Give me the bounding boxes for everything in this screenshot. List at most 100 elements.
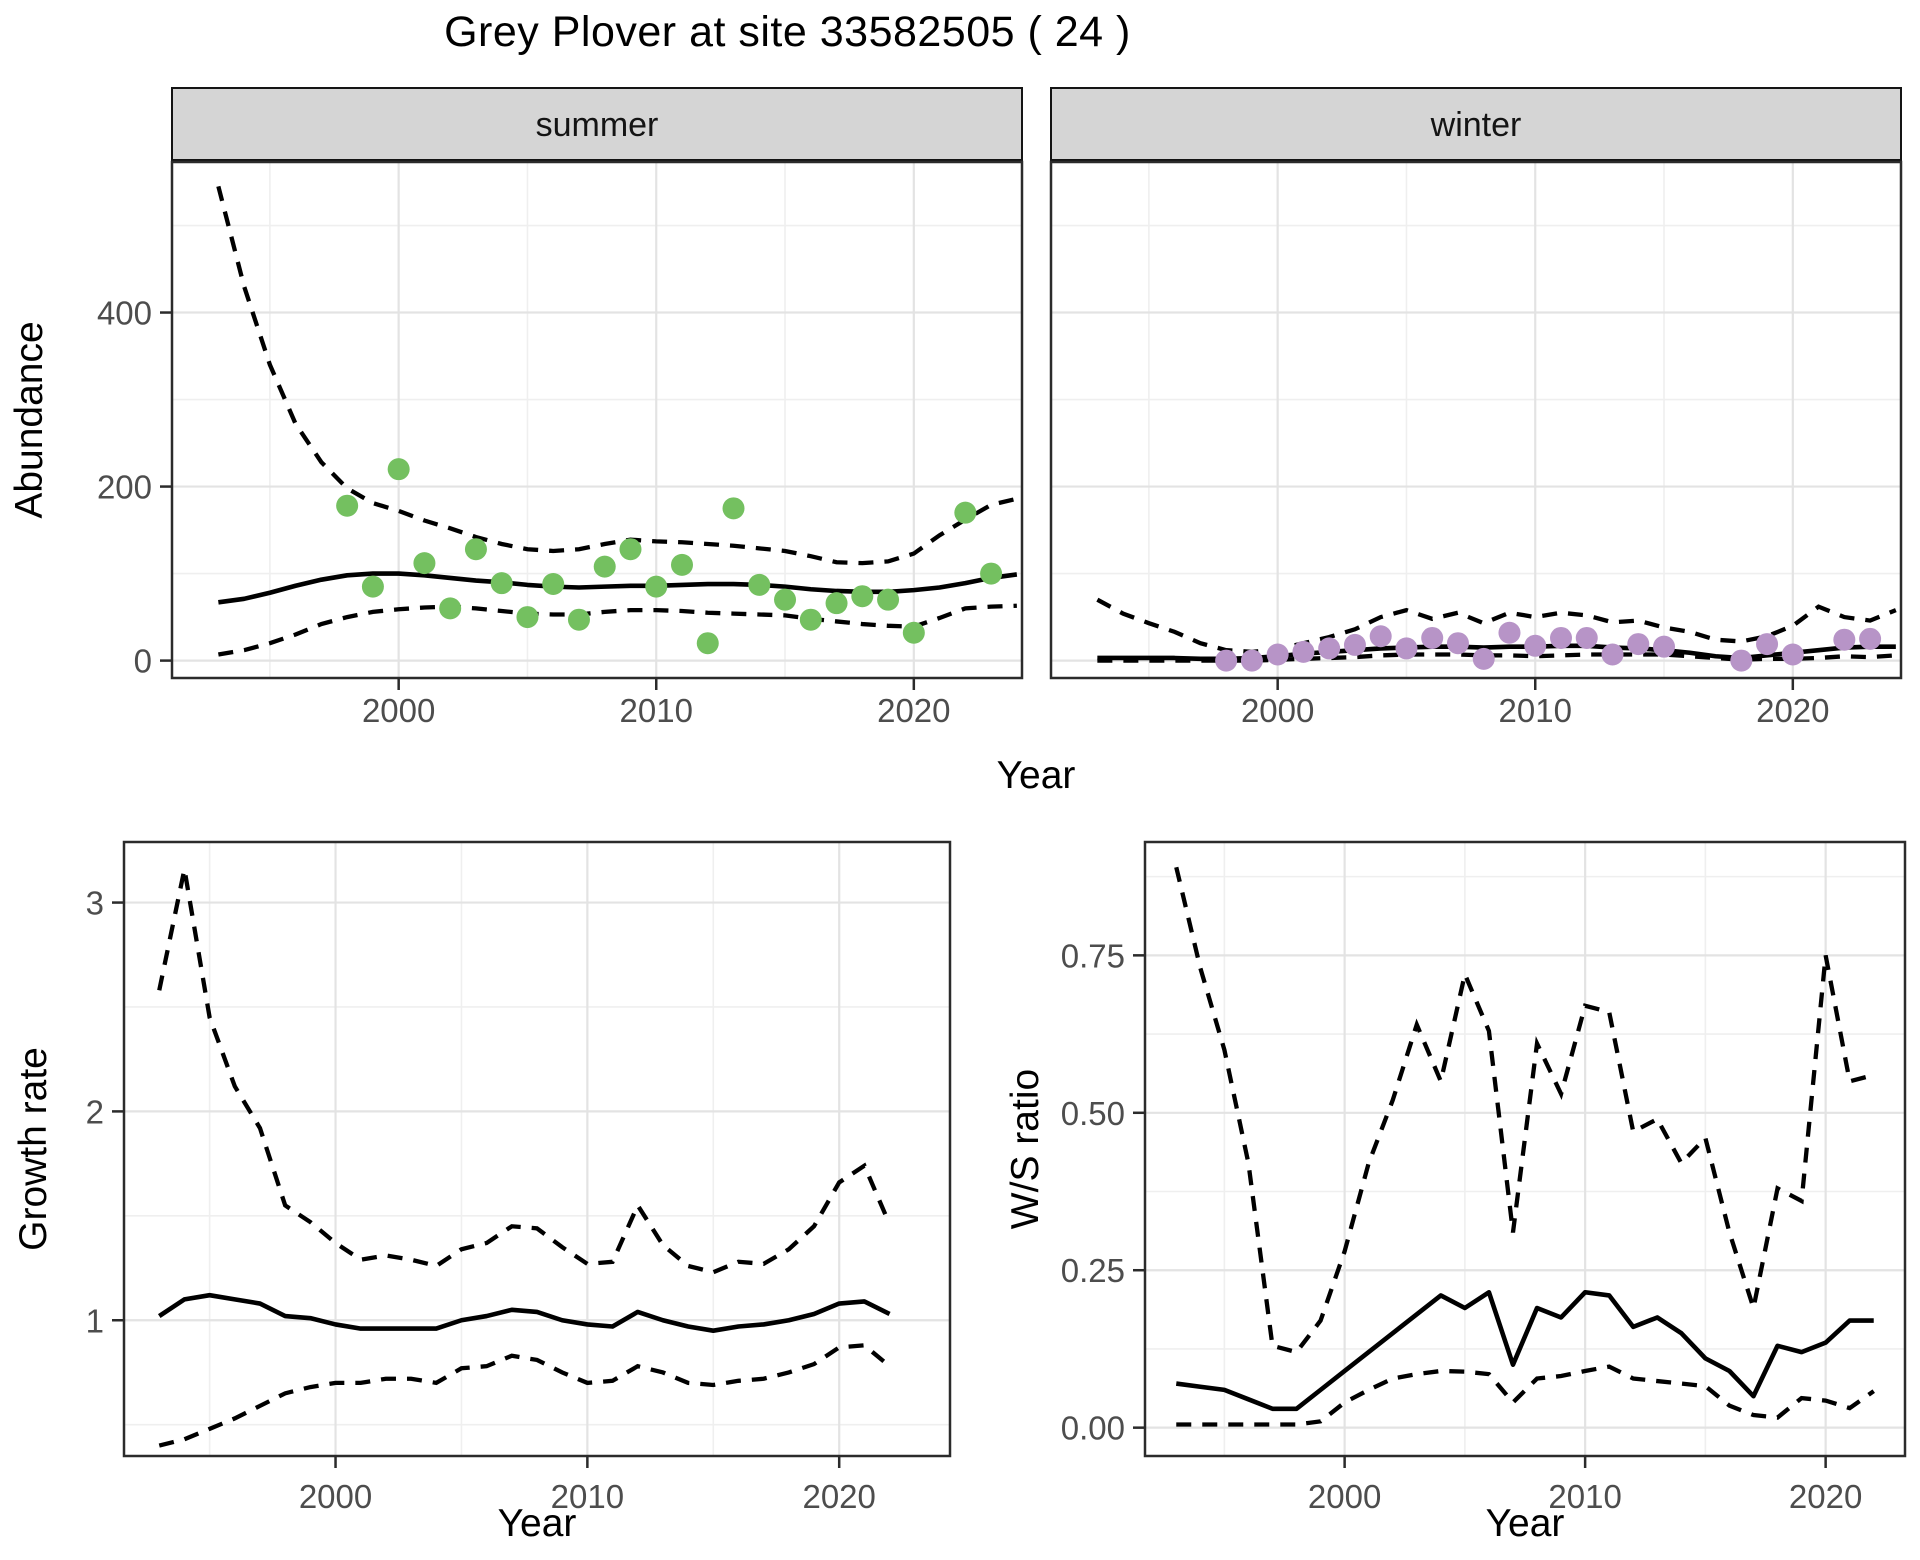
growth-rate-chart: 2000 2010 2020 1 2 3 Year Growth rate bbox=[12, 840, 952, 1545]
data-point bbox=[1240, 649, 1263, 672]
axis-text: 0.50 bbox=[1061, 1095, 1125, 1132]
ci-lower-line bbox=[218, 603, 1017, 657]
data-point bbox=[1781, 643, 1804, 666]
data-point bbox=[464, 538, 487, 561]
axis-text: 2000 bbox=[1308, 1478, 1381, 1515]
axis-text: 2020 bbox=[802, 1478, 875, 1515]
data-point bbox=[1498, 621, 1521, 644]
data-point bbox=[567, 608, 590, 631]
data-point bbox=[593, 555, 616, 578]
data-point bbox=[1343, 633, 1366, 656]
data-point bbox=[645, 575, 668, 598]
data-point bbox=[336, 494, 359, 517]
axis-text: 2010 bbox=[1548, 1478, 1621, 1515]
data-point bbox=[799, 608, 822, 631]
panel-border bbox=[1143, 840, 1907, 1458]
data-point bbox=[1627, 633, 1650, 656]
chart-title: Grey Plover at site 33582505 ( 24 ) bbox=[444, 8, 1131, 56]
data-point bbox=[1369, 625, 1392, 648]
axis-text: 2 bbox=[86, 1093, 104, 1130]
axis-text: 0.75 bbox=[1061, 937, 1125, 974]
axis-text: 2010 bbox=[620, 692, 693, 729]
data-point bbox=[413, 552, 436, 575]
data-point bbox=[387, 458, 410, 481]
axis-text: 2020 bbox=[877, 692, 950, 729]
facet-strip-winter bbox=[1050, 87, 1902, 161]
data-point bbox=[361, 575, 384, 598]
axis-text: 2000 bbox=[362, 692, 435, 729]
data-point bbox=[1421, 626, 1444, 649]
data-point bbox=[1730, 649, 1753, 672]
data-point bbox=[851, 585, 874, 608]
axis-text: 1 bbox=[86, 1302, 104, 1339]
panel-border bbox=[1049, 160, 1903, 680]
axis-text: 2000 bbox=[1241, 692, 1314, 729]
data-point bbox=[696, 632, 719, 655]
axis-text: 0 bbox=[134, 643, 152, 680]
ci-upper-line bbox=[157, 868, 892, 1275]
fit-line bbox=[157, 1292, 891, 1333]
axis-text: Abundance bbox=[8, 321, 51, 518]
data-point bbox=[1575, 626, 1598, 649]
data-point bbox=[1472, 647, 1495, 670]
axis-text: 0.00 bbox=[1061, 1410, 1125, 1447]
data-point bbox=[722, 497, 745, 520]
data-point bbox=[1395, 637, 1418, 660]
data-point bbox=[1446, 632, 1469, 655]
axis-text: 200 bbox=[97, 469, 152, 506]
panel-border bbox=[170, 160, 1024, 680]
axis-text: Year bbox=[997, 754, 1076, 797]
data-point bbox=[1550, 626, 1572, 649]
ci-upper-line bbox=[1096, 597, 1897, 655]
axis-text: W/S ratio bbox=[1004, 1069, 1047, 1229]
axis-text: 2020 bbox=[1789, 1478, 1862, 1515]
data-point bbox=[671, 553, 693, 576]
data-point bbox=[825, 592, 848, 615]
data-point bbox=[1318, 637, 1341, 660]
data-point bbox=[1524, 634, 1547, 657]
data-point bbox=[1266, 643, 1289, 666]
ci-lower-line bbox=[1176, 1364, 1875, 1427]
data-point bbox=[490, 572, 513, 595]
data-point bbox=[1833, 628, 1856, 651]
axis-text: 0.25 bbox=[1061, 1252, 1125, 1289]
data-point bbox=[1601, 643, 1624, 666]
facet-strip-summer bbox=[171, 87, 1023, 161]
axis-text: 2010 bbox=[1499, 692, 1572, 729]
axis-text: Year bbox=[498, 1502, 577, 1545]
data-point bbox=[1756, 633, 1779, 656]
axis-text: summer bbox=[536, 106, 659, 144]
data-point bbox=[774, 588, 797, 611]
panel-background bbox=[1051, 162, 1901, 678]
ci-upper-line bbox=[216, 185, 1018, 566]
ci-lower-line bbox=[158, 1343, 891, 1448]
axis-text: Year bbox=[1486, 1502, 1565, 1545]
data-point bbox=[748, 573, 771, 596]
data-point bbox=[902, 621, 925, 644]
panel-border bbox=[122, 840, 952, 1458]
axis-text: 2010 bbox=[551, 1478, 624, 1515]
data-point bbox=[1653, 635, 1676, 658]
data-point bbox=[954, 501, 977, 524]
data-point bbox=[980, 562, 1003, 585]
data-point bbox=[516, 606, 539, 629]
axis-text: 2020 bbox=[1756, 692, 1829, 729]
axis-text: 2000 bbox=[299, 1478, 372, 1515]
data-point bbox=[439, 597, 462, 620]
data-point bbox=[619, 538, 642, 561]
data-point bbox=[877, 588, 900, 611]
data-point bbox=[1215, 649, 1238, 672]
data-point bbox=[1859, 627, 1882, 650]
ci-upper-line bbox=[1174, 866, 1875, 1355]
axis-text: Growth rate bbox=[12, 1047, 55, 1251]
abundance-faceted-chart: summer 2000 2010 2020 winter 2000 2010 2020 0 200… bbox=[8, 87, 1903, 797]
panel-background bbox=[124, 842, 950, 1456]
axis-text: 3 bbox=[86, 885, 104, 922]
axis-text: winter bbox=[1430, 106, 1522, 144]
data-point bbox=[542, 573, 565, 596]
data-point bbox=[1292, 640, 1315, 663]
ws-ratio-chart: 2000 2010 2020 0.00 0.25 0.50 0.75 Year W/S rati… bbox=[1004, 840, 1907, 1545]
axis-text: 400 bbox=[97, 295, 152, 332]
fit-line bbox=[1175, 1289, 1874, 1412]
